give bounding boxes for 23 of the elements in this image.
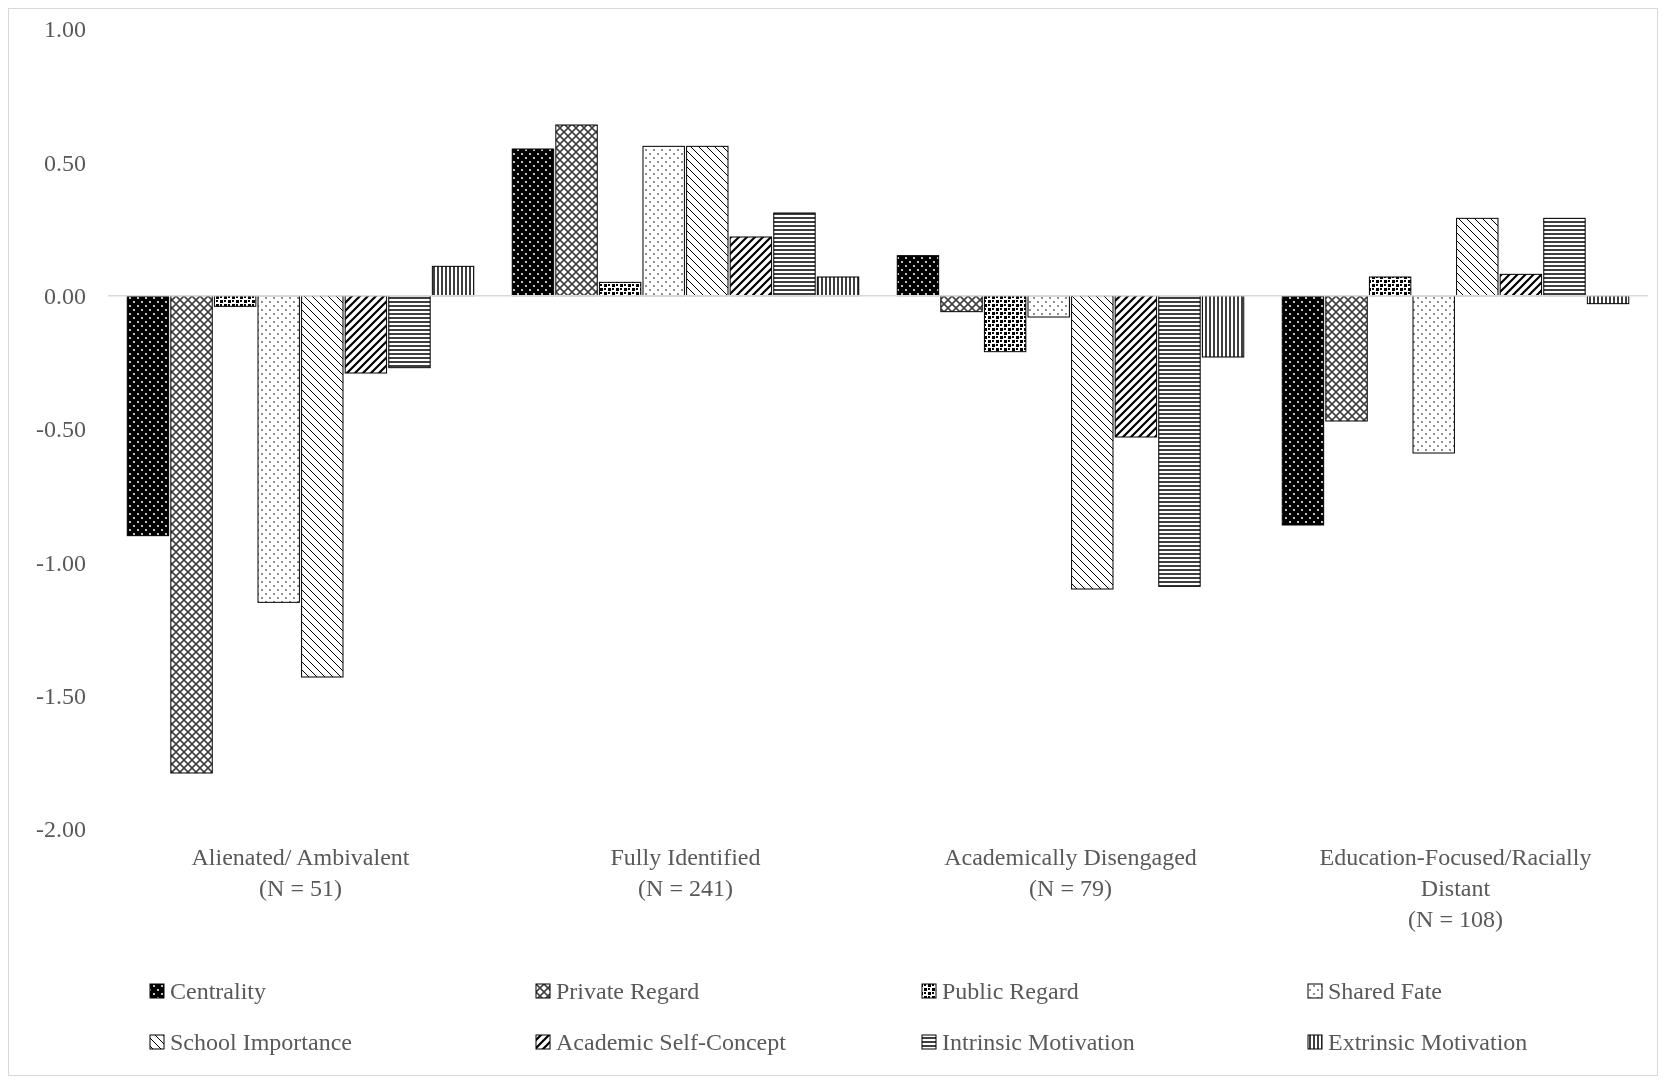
bar: [431, 265, 475, 297]
legend-label: Extrinsic Motivation: [1328, 1029, 1528, 1056]
y-tick-label: -0.50: [36, 416, 86, 443]
x-tick-label: Alienated/ Ambivalent (N = 51): [191, 844, 410, 901]
y-tick-label: 1.00: [44, 16, 86, 43]
bar: [896, 255, 940, 297]
legend-label: Intrinsic Motivation: [942, 1029, 1135, 1056]
y-tick-label: -1.50: [36, 683, 86, 710]
y-tick-label: 0.50: [44, 149, 86, 176]
legend-label: Shared Fate: [1328, 978, 1442, 1005]
x-tick-label: Education-Focused/Racially Distant (N = 108): [1319, 844, 1592, 932]
legend-label: Public Regard: [942, 978, 1079, 1005]
x-tick-label: Academically Disengaged (N = 79): [944, 844, 1197, 901]
legend-label: Centrality: [170, 978, 266, 1005]
y-tick-label: 0.00: [44, 283, 86, 310]
y-tick-label: -1.00: [36, 549, 86, 576]
bar: [1368, 276, 1412, 297]
bar: [1412, 295, 1455, 454]
x-tick-label: Fully Identified (N = 241): [610, 844, 761, 901]
y-tick-label: -2.00: [36, 816, 86, 843]
legend-label: School Importance: [170, 1029, 352, 1056]
legend-label: Private Regard: [556, 978, 700, 1005]
legend-label: Academic Self-Concept: [556, 1029, 787, 1056]
